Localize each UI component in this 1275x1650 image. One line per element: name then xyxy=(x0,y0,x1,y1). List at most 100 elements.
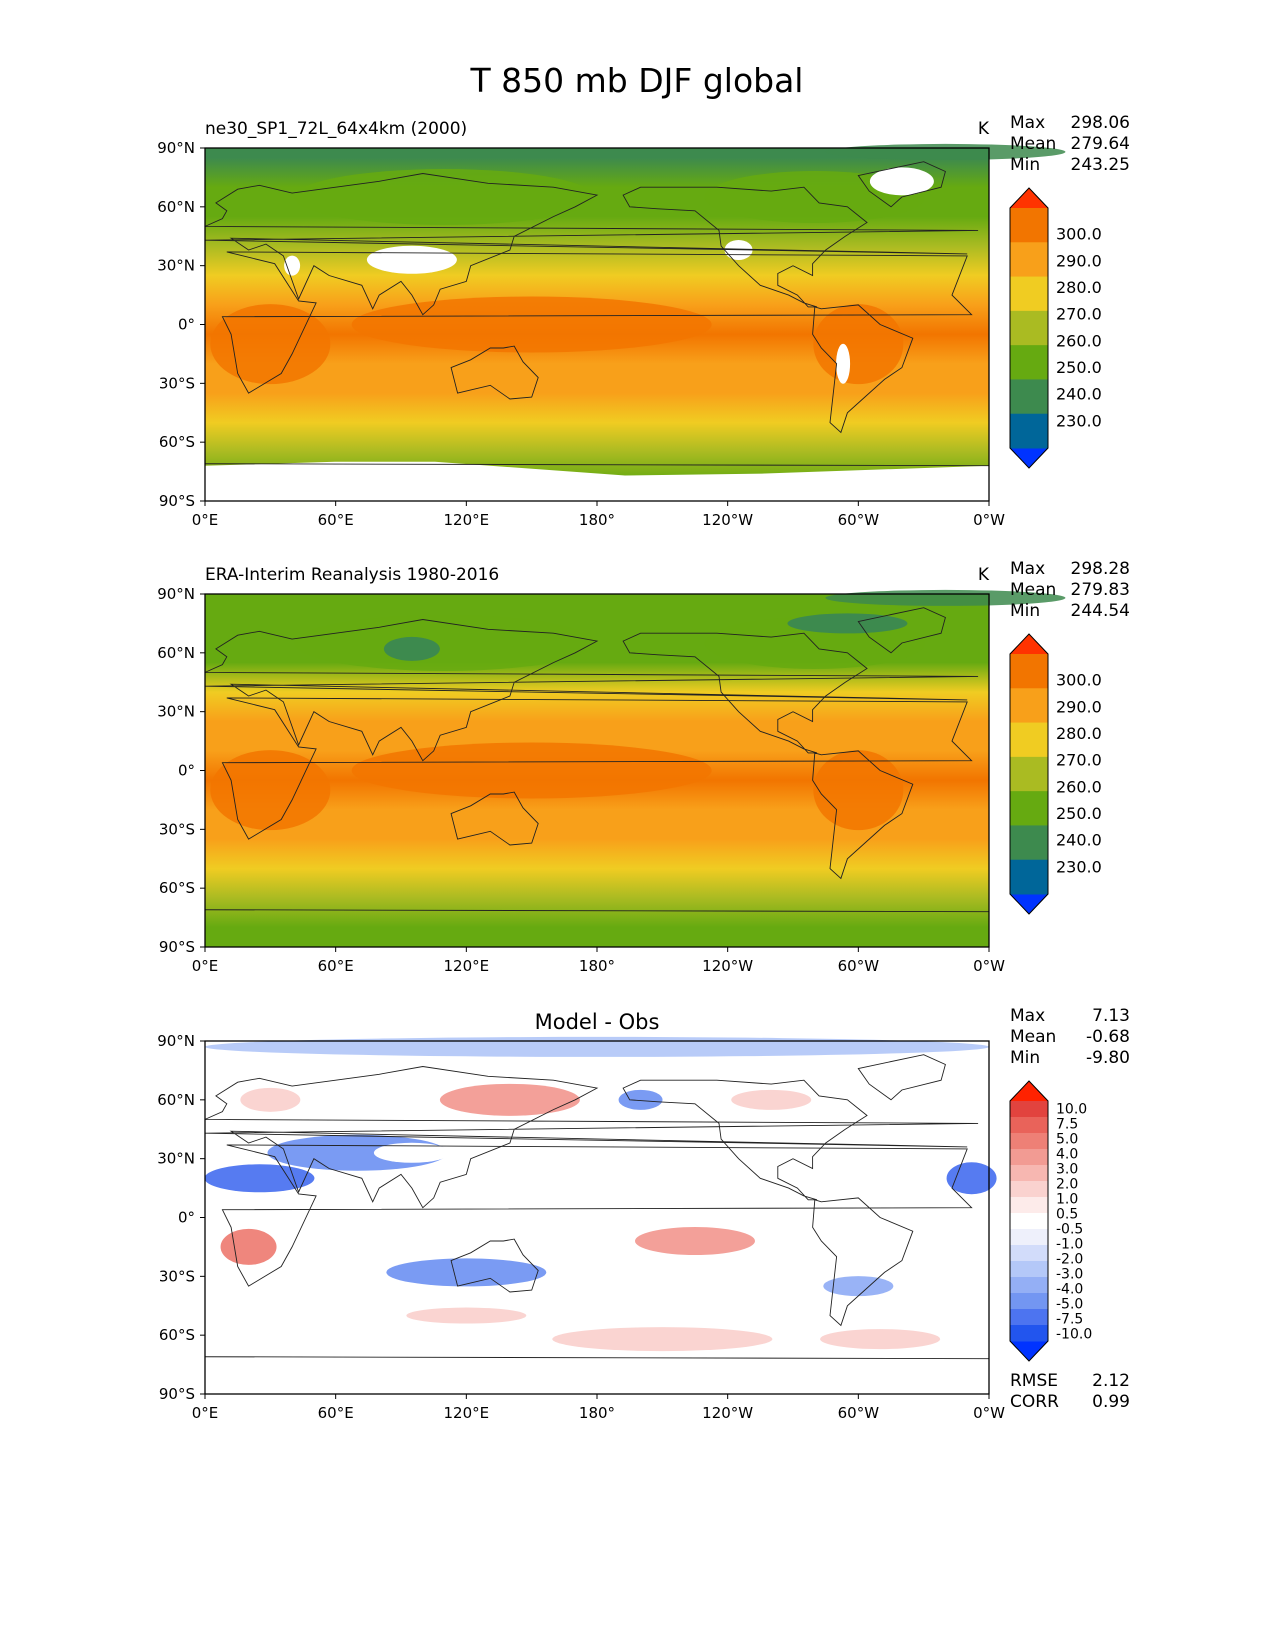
x-tick-label: 120°W xyxy=(702,511,753,529)
colorbar-extend-top xyxy=(1010,634,1048,654)
colorbar-label: -2.0 xyxy=(1056,1252,1083,1268)
stat-label: Mean xyxy=(1010,580,1056,600)
x-tick-label: 0°W xyxy=(973,1404,1005,1422)
x-tick-label: 0°E xyxy=(192,1404,219,1422)
coastline-antarctica xyxy=(204,909,990,913)
stat-value: 279.64 xyxy=(1071,134,1130,154)
x-tick-label: 180° xyxy=(579,1404,615,1422)
colorbar-label: 280.0 xyxy=(1056,278,1102,297)
y-tick-label: 60°S xyxy=(159,433,195,451)
stat-label: Min xyxy=(1010,155,1040,175)
x-tick-label: 0°E xyxy=(192,511,219,529)
panel-units: K xyxy=(978,565,990,585)
colorbar-segment xyxy=(1010,1261,1048,1278)
coastline xyxy=(204,173,979,316)
colorbar-label: 270.0 xyxy=(1056,305,1102,324)
x-tick-label: 120°E xyxy=(444,511,490,529)
colorbar-label: 230.0 xyxy=(1056,857,1102,876)
x-tick-label: 60°W xyxy=(838,511,880,529)
coastline xyxy=(221,697,973,840)
colorbar-label: -0.5 xyxy=(1056,1222,1083,1238)
colorbar-outline xyxy=(1009,187,1049,469)
colorbar-segment xyxy=(1010,1277,1048,1294)
map-contour-region xyxy=(383,636,440,661)
colorbar-label: 290.0 xyxy=(1056,697,1102,716)
panel-obs: 0°E 60°E 120°E 180° 120°W 60°W 0°W 90°N 60°N 30°N… xyxy=(157,559,1130,975)
colorbar-label: 240.0 xyxy=(1056,385,1102,404)
x-tick-label: 0°W xyxy=(973,957,1005,975)
colorbar-segment xyxy=(1010,1325,1048,1342)
colorbar-segment xyxy=(1010,756,1048,792)
colorbar-segment xyxy=(1010,1181,1048,1198)
map-contour-region xyxy=(210,750,331,831)
bottom-stat-value: 0.99 xyxy=(1092,1392,1130,1412)
y-tick-label: 90°S xyxy=(159,938,195,956)
colorbar-segment xyxy=(1010,1229,1048,1246)
colorbar-segment xyxy=(1010,654,1048,689)
missing-data-region xyxy=(836,343,851,384)
coastlines xyxy=(204,607,990,913)
y-tick-label: 90°N xyxy=(157,139,195,157)
y-tick-label: 60°S xyxy=(159,879,195,897)
coastline xyxy=(857,1054,946,1101)
colorbar-label: -3.0 xyxy=(1056,1267,1083,1283)
x-tick-label: 120°E xyxy=(444,1404,490,1422)
coastline xyxy=(857,607,946,654)
x-tick-label: 60°E xyxy=(318,957,354,975)
x-tick-label: 120°W xyxy=(702,1404,753,1422)
panel-model: 0°E 60°E 120°E 180° 120°W 60°W 0°W 90°N 60°N 30°N… xyxy=(157,113,1130,529)
coastline xyxy=(450,345,539,400)
colorbar-extend-bottom xyxy=(1010,894,1048,914)
coastline xyxy=(622,632,868,754)
panel-center-title: Model - Obs xyxy=(535,1010,660,1034)
colorbar-segment xyxy=(1010,413,1048,449)
colorbar-outline xyxy=(1009,1080,1049,1362)
stat-value: 243.25 xyxy=(1071,155,1130,175)
missing-data-region xyxy=(366,245,457,274)
map-contour-region xyxy=(294,169,595,226)
map-contour-region xyxy=(351,296,712,353)
colorbar: 10.07.55.04.03.02.01.00.5-0.5-1.0-2.0-3.… xyxy=(1009,1080,1092,1362)
map-contour-region xyxy=(205,1036,989,1057)
colorbar-segment xyxy=(1010,1149,1048,1166)
x-tick-label: 120°E xyxy=(444,957,490,975)
colorbar-label: 0.5 xyxy=(1056,1207,1078,1223)
panel-title: ERA-Interim Reanalysis 1980-2016 xyxy=(205,565,499,585)
stat-value: 298.06 xyxy=(1071,113,1130,133)
y-tick-label: 90°S xyxy=(159,1385,195,1403)
y-tick-label: 90°S xyxy=(159,492,195,510)
colorbar-segment xyxy=(1010,242,1048,278)
stat-value: -9.80 xyxy=(1086,1048,1130,1068)
map-contour-region xyxy=(552,1327,773,1352)
map-contour-region xyxy=(240,1087,301,1112)
coastline xyxy=(450,791,539,846)
colorbar-segment xyxy=(1010,1101,1048,1118)
stat-value: 7.13 xyxy=(1092,1006,1130,1026)
x-tick-label: 60°E xyxy=(318,1404,354,1422)
panel-diff: 0°E 60°E 120°E 180° 120°W 60°W 0°W 90°N 60°N 30°N… xyxy=(157,1006,1130,1422)
coastlines xyxy=(204,161,990,467)
y-tick-label: 30°N xyxy=(157,703,195,721)
colorbar-extend-bottom xyxy=(1010,448,1048,468)
stat-label: Mean xyxy=(1010,1027,1056,1047)
colorbar-label: 270.0 xyxy=(1056,751,1102,770)
x-tick-label: 180° xyxy=(579,511,615,529)
y-tick-label: 60°N xyxy=(157,644,195,662)
map-contour-region xyxy=(406,1307,527,1324)
colorbar-label: -4.0 xyxy=(1056,1282,1083,1298)
colorbar-segment xyxy=(1010,1245,1048,1262)
stat-label: Min xyxy=(1010,1048,1040,1068)
colorbar-segment xyxy=(1010,791,1048,826)
panels: 0°E 60°E 120°E 180° 120°W 60°W 0°W 90°N 60°N 30°N… xyxy=(157,113,1130,1422)
colorbar-label: 3.0 xyxy=(1056,1162,1078,1178)
coastlines xyxy=(204,1054,990,1360)
y-tick-label: 60°N xyxy=(157,198,195,216)
coastline-antarctica xyxy=(204,1356,990,1360)
coastline xyxy=(204,1066,979,1209)
colorbar-label: -7.5 xyxy=(1056,1312,1083,1328)
stat-value: -0.68 xyxy=(1086,1027,1130,1047)
bottom-stat-label: RMSE xyxy=(1010,1371,1058,1391)
x-tick-label: 60°W xyxy=(838,1404,880,1422)
map-contour-region xyxy=(820,1329,941,1350)
